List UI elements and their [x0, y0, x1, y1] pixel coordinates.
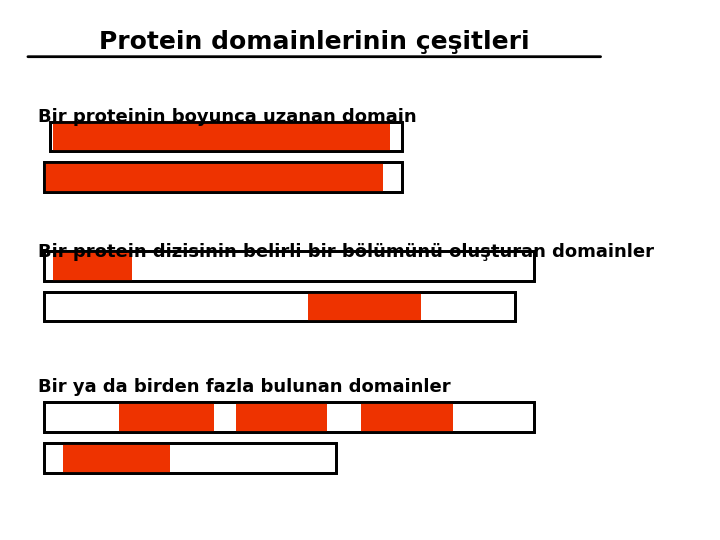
Text: Protein domainlerinin çeşitleri: Protein domainlerinin çeşitleri: [99, 30, 530, 53]
Bar: [53, 251, 132, 281]
Text: Bir protein dizisinin belirli bir bölümünü oluşturan domainler: Bir protein dizisinin belirli bir bölümü…: [37, 243, 654, 261]
FancyBboxPatch shape: [44, 162, 402, 192]
Bar: [235, 402, 327, 432]
Text: Bir proteinin boyunca uzanan domain: Bir proteinin boyunca uzanan domain: [37, 108, 416, 126]
Bar: [63, 443, 170, 472]
Bar: [120, 402, 214, 432]
FancyBboxPatch shape: [50, 122, 402, 151]
Bar: [53, 122, 390, 151]
Bar: [361, 402, 453, 432]
FancyBboxPatch shape: [44, 443, 336, 472]
FancyBboxPatch shape: [44, 251, 534, 281]
Text: Bir ya da birden fazla bulunan domainler: Bir ya da birden fazla bulunan domainler: [37, 378, 450, 396]
Bar: [308, 292, 421, 321]
FancyBboxPatch shape: [44, 292, 516, 321]
Bar: [44, 162, 383, 192]
FancyBboxPatch shape: [44, 402, 534, 432]
